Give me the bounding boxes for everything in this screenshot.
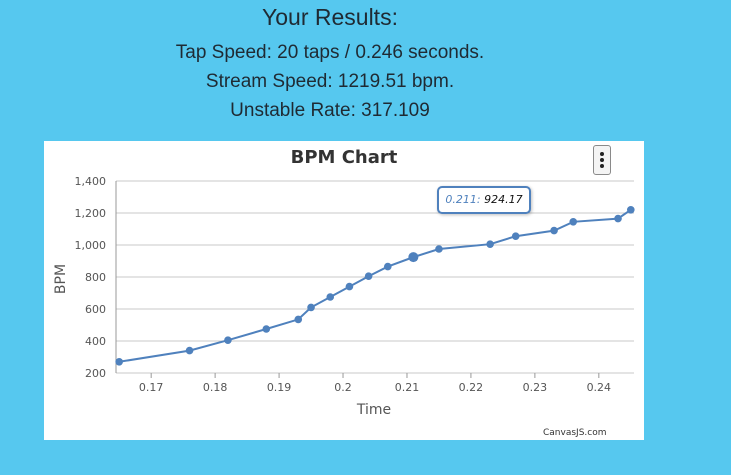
data-point [569, 218, 578, 226]
x-tick-label: 0.24 [587, 381, 612, 394]
chart-menu-button[interactable] [593, 145, 611, 175]
data-point [115, 358, 123, 366]
tap-speed-text: Tap Speed: 20 taps / 0.246 seconds. [175, 42, 485, 63]
y-tick-label: 800 [85, 271, 106, 284]
tooltip-y: 924.17 [484, 193, 523, 206]
x-tick-label: 0.18 [203, 381, 228, 394]
x-tick-label: 0.17 [139, 381, 164, 394]
data-point [326, 293, 335, 301]
x-tick-label: 0.19 [267, 381, 292, 394]
x-tick-label: 0.2 [334, 381, 352, 394]
data-point [345, 282, 354, 291]
y-tick-label: 1,400 [75, 175, 107, 188]
chart-svg: BPM Chart Time BPM 200 400 600 800 1,000 1,20… [53, 147, 635, 418]
y-tick-label: 600 [85, 303, 106, 316]
data-point [185, 346, 194, 355]
stream-speed-text: Stream Speed: 1219.51 bpm. [205, 71, 455, 92]
chart-title: BPM Chart [291, 147, 398, 168]
data-point [614, 214, 622, 223]
y-axis-label: BPM [53, 264, 69, 294]
data-point [486, 240, 494, 248]
y-tick-label: 200 [85, 367, 106, 380]
y-tick-label: 1,000 [75, 239, 107, 252]
tooltip-x: 0.211: [445, 193, 481, 206]
data-point [627, 206, 635, 214]
data-point [364, 272, 373, 280]
data-point [307, 303, 315, 312]
menu-dot [600, 164, 604, 168]
tick-labels: 200 400 600 800 1,000 1,200 1,400 0.17 0.18 0.19 0… [75, 175, 612, 394]
series-bpm [115, 206, 635, 366]
data-point [383, 262, 392, 271]
data-point [435, 245, 443, 253]
x-tick-label: 0.21 [395, 381, 420, 394]
data-point [294, 315, 303, 324]
menu-dot [600, 152, 604, 156]
results-heading: Your Results: [262, 4, 398, 30]
grid-lines [115, 180, 634, 378]
chart-tooltip: 0.211: 924.17 [437, 186, 531, 214]
unstable-rate-text: Unstable Rate: 317.109 [230, 100, 430, 121]
data-point [550, 226, 558, 235]
x-axis-label: Time [356, 402, 391, 418]
x-tick-label: 0.23 [523, 381, 548, 394]
menu-dot [600, 158, 604, 162]
bpm-chart: BPM Chart Time BPM 200 400 600 800 1,000 1,20… [44, 141, 644, 440]
canvasjs-credit-link[interactable]: CanvasJS.com [543, 428, 607, 438]
y-tick-label: 400 [85, 335, 106, 348]
y-tick-label: 1,200 [75, 207, 107, 220]
data-point [224, 336, 232, 344]
data-point [511, 232, 520, 240]
x-tick-label: 0.22 [459, 381, 484, 394]
data-point [408, 252, 419, 263]
data-point [262, 325, 271, 333]
